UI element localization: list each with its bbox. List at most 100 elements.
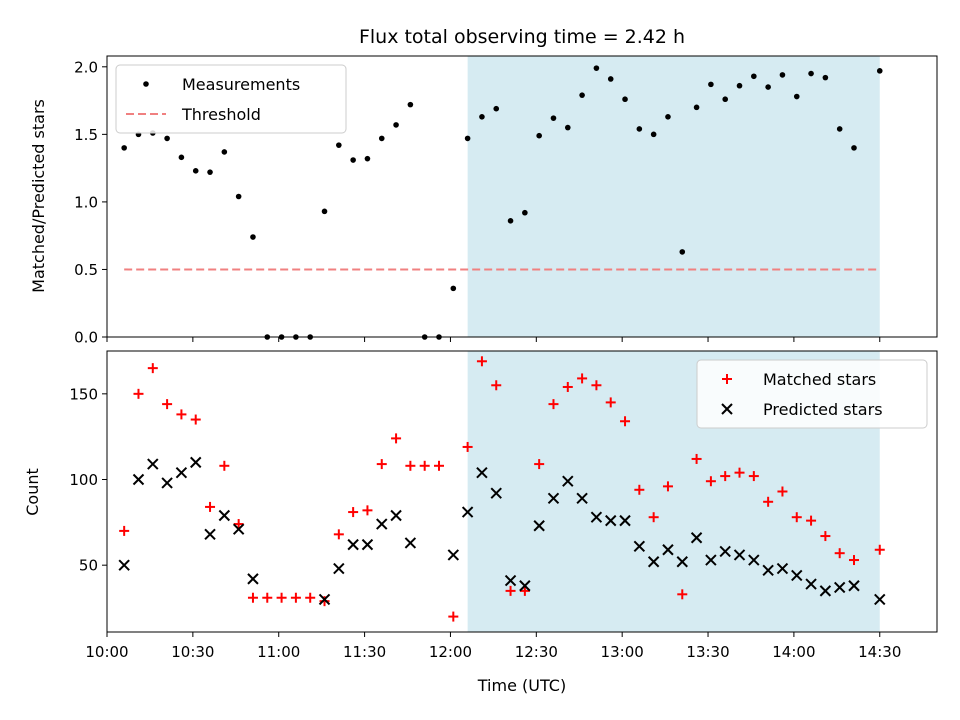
- predicted-star-point: [519, 580, 531, 592]
- matched-star-point: [476, 356, 487, 367]
- measurement-point: [321, 208, 328, 215]
- predicted-star-point: [376, 518, 388, 530]
- predicted-star-point: [347, 538, 359, 551]
- predicted-star-point: [633, 540, 646, 553]
- y-tick-label: 150: [69, 385, 98, 403]
- measurement-point: [650, 131, 657, 138]
- y-tick-label: 50: [79, 557, 98, 575]
- bottom-axes-frame: [106, 350, 938, 633]
- matched-star-point: [391, 433, 402, 444]
- measurement-point: [836, 126, 843, 132]
- x-tick-label: 12:00: [429, 643, 472, 661]
- measurement-point: [250, 234, 256, 240]
- predicted-star-point: [361, 538, 374, 551]
- matched-star-point: [806, 515, 817, 526]
- y-tick-label: 2.0: [74, 58, 98, 76]
- matched-star-point: [634, 484, 645, 495]
- x-tick-label: 13:00: [601, 643, 644, 661]
- matched-star-point: [405, 460, 416, 471]
- predicted-star-point: [791, 569, 803, 582]
- predicted-star-point: [190, 456, 202, 469]
- legend-marker-x: [721, 403, 733, 415]
- matched-star-point: [419, 460, 430, 471]
- predicted-star-point: [690, 532, 703, 544]
- top-panel: 0.00.51.01.52.0 Matched/Predicted stars …: [29, 55, 938, 347]
- y-tick-label: 1.0: [74, 193, 98, 211]
- predicted-star-point: [819, 585, 832, 597]
- matched-star-point: [748, 471, 759, 482]
- predicted-star-point: [705, 554, 717, 566]
- legend-marker-dot: [143, 81, 149, 87]
- matched-star-point: [362, 505, 373, 516]
- chart-title: Flux total observing time = 2.42 h: [359, 26, 685, 48]
- measurement-point: [665, 113, 671, 120]
- matched-star-point: [376, 459, 387, 470]
- predicted-star-point: [204, 528, 216, 541]
- matched-star-point: [577, 373, 588, 384]
- predicted-star-point: [533, 520, 545, 532]
- measurement-point: [164, 135, 170, 142]
- measurement-point: [593, 65, 600, 71]
- matched-star-point: [777, 486, 788, 497]
- matched-star-point: [849, 555, 859, 566]
- x-tick-label: 14:30: [858, 643, 901, 661]
- measurement-point: [221, 149, 228, 155]
- measurement-point: [522, 209, 528, 216]
- matched-star-point: [519, 585, 530, 596]
- predicted-star-point: [232, 523, 245, 535]
- measurement-point: [207, 169, 213, 175]
- bottom-y-ticks: 50 100 150: [69, 385, 107, 575]
- measurement-point: [579, 92, 585, 98]
- measurement-point: [765, 84, 771, 90]
- matched-star-point: [705, 476, 716, 487]
- matched-star-point: [290, 592, 301, 603]
- top-shaded-region: [467, 56, 880, 337]
- matched-star-point: [491, 380, 502, 391]
- measurement-point: [851, 145, 857, 151]
- x-tick-label: 11:00: [257, 643, 300, 661]
- predicted-star-point: [447, 549, 460, 561]
- measurement-point: [121, 145, 127, 151]
- predicted-star-point: [147, 458, 159, 470]
- matched-star-point: [205, 501, 216, 512]
- matched-star-point: [247, 592, 258, 603]
- predicted-star-point: [662, 544, 674, 556]
- measurement-point: [679, 249, 686, 255]
- measurement-point: [178, 154, 185, 161]
- matched-star-point: [233, 519, 244, 530]
- matched-star-point: [820, 531, 831, 542]
- predicted-star-point: [590, 511, 603, 523]
- measurement-point: [235, 193, 242, 200]
- x-axis-label: Time (UTC): [477, 676, 566, 695]
- top-legend: Measurements Threshold: [115, 64, 347, 134]
- matched-star-point: [791, 512, 802, 523]
- x-tick-label: 10:00: [85, 643, 128, 661]
- top-y-ticks: 0.0 0.5 1.0 1.5 2.0: [74, 58, 107, 347]
- y-tick-label: 0.5: [74, 261, 98, 279]
- predicted-star-point: [476, 466, 488, 479]
- measurement-point: [507, 218, 514, 224]
- measurement-point: [536, 132, 542, 139]
- matched-star-point: [434, 460, 444, 471]
- matched-star-point: [348, 507, 359, 518]
- measurement-point: [350, 157, 356, 163]
- x-tick-label: 12:30: [515, 643, 558, 661]
- matched-star-point: [505, 585, 516, 596]
- matched-star-point: [133, 388, 144, 399]
- predicted-star-point: [161, 477, 173, 489]
- predicted-star-point: [118, 559, 130, 571]
- top-y-axis-label: Matched/Predicted stars: [29, 99, 48, 293]
- measurement-point: [736, 82, 743, 89]
- legend-label: Predicted stars: [763, 400, 883, 419]
- predicted-star-point: [490, 487, 502, 499]
- top-axes-frame: [106, 55, 938, 338]
- measurement-point: [622, 96, 628, 103]
- measurement-point: [493, 105, 500, 112]
- predicted-star-point: [776, 562, 789, 575]
- matched-star-point: [763, 496, 774, 507]
- measurement-point: [876, 68, 883, 74]
- predicted-star-point: [247, 573, 259, 585]
- measurement-point: [636, 126, 643, 132]
- y-tick-label: 0.0: [74, 329, 98, 347]
